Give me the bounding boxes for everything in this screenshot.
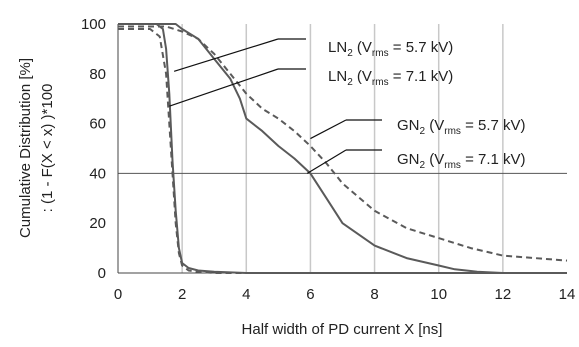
series-line-3 — [118, 23, 567, 274]
y-tick-label-3: 60 — [89, 116, 106, 133]
y-tick-label-0: 0 — [98, 265, 106, 282]
x-tick-label-0: 0 — [114, 286, 122, 303]
series-line-1 — [118, 23, 567, 274]
tick-labels: 0 2 4 6 8 10 12 14 0 20 40 60 80 100 — [81, 16, 575, 303]
x-tick-label-5: 10 — [430, 286, 447, 303]
annotations-group: LN2 (Vrms = 5.7 kV) LN2 (Vrms = 7.1 kV) GN… — [169, 38, 526, 174]
y-tick-label-1: 20 — [89, 215, 106, 232]
x-tick-label-6: 12 — [495, 286, 512, 303]
series-line-2 — [118, 25, 568, 262]
annotation-label-0: LN2 (Vrms = 5.7 kV) — [328, 39, 453, 59]
x-tick-label-3: 6 — [306, 286, 314, 303]
y-axis-title-line2: : (1 - F(X < x) )*100 — [39, 84, 56, 213]
grid-lines — [118, 24, 567, 273]
annotation-label-1: LN2 (Vrms = 7.1 kV) — [328, 68, 453, 88]
annotation-leader-3 — [306, 149, 347, 174]
x-tick-label-7: 14 — [559, 286, 576, 303]
y-axis-title-line1: Cumulative Distribution [%] — [17, 58, 34, 238]
annotation-leader-1 — [169, 68, 279, 107]
annotation-label-3: GN2 (Vrms = 7.1 kV) — [397, 151, 526, 171]
series-line-0 — [118, 28, 567, 274]
x-axis-title: Half width of PD current X [ns] — [242, 321, 443, 338]
x-tick-label-2: 4 — [242, 286, 250, 303]
series-group — [118, 23, 568, 274]
y-tick-label-4: 80 — [89, 66, 106, 83]
annotation-leader-2 — [310, 119, 347, 140]
x-tick-label-1: 2 — [178, 286, 186, 303]
y-tick-label-5: 100 — [81, 16, 106, 33]
annotation-label-2: GN2 (Vrms = 5.7 kV) — [397, 117, 526, 137]
y-tick-label-2: 40 — [89, 165, 106, 182]
x-tick-label-4: 8 — [370, 286, 378, 303]
annotation-leader-0 — [173, 38, 279, 72]
axes — [117, 24, 567, 274]
